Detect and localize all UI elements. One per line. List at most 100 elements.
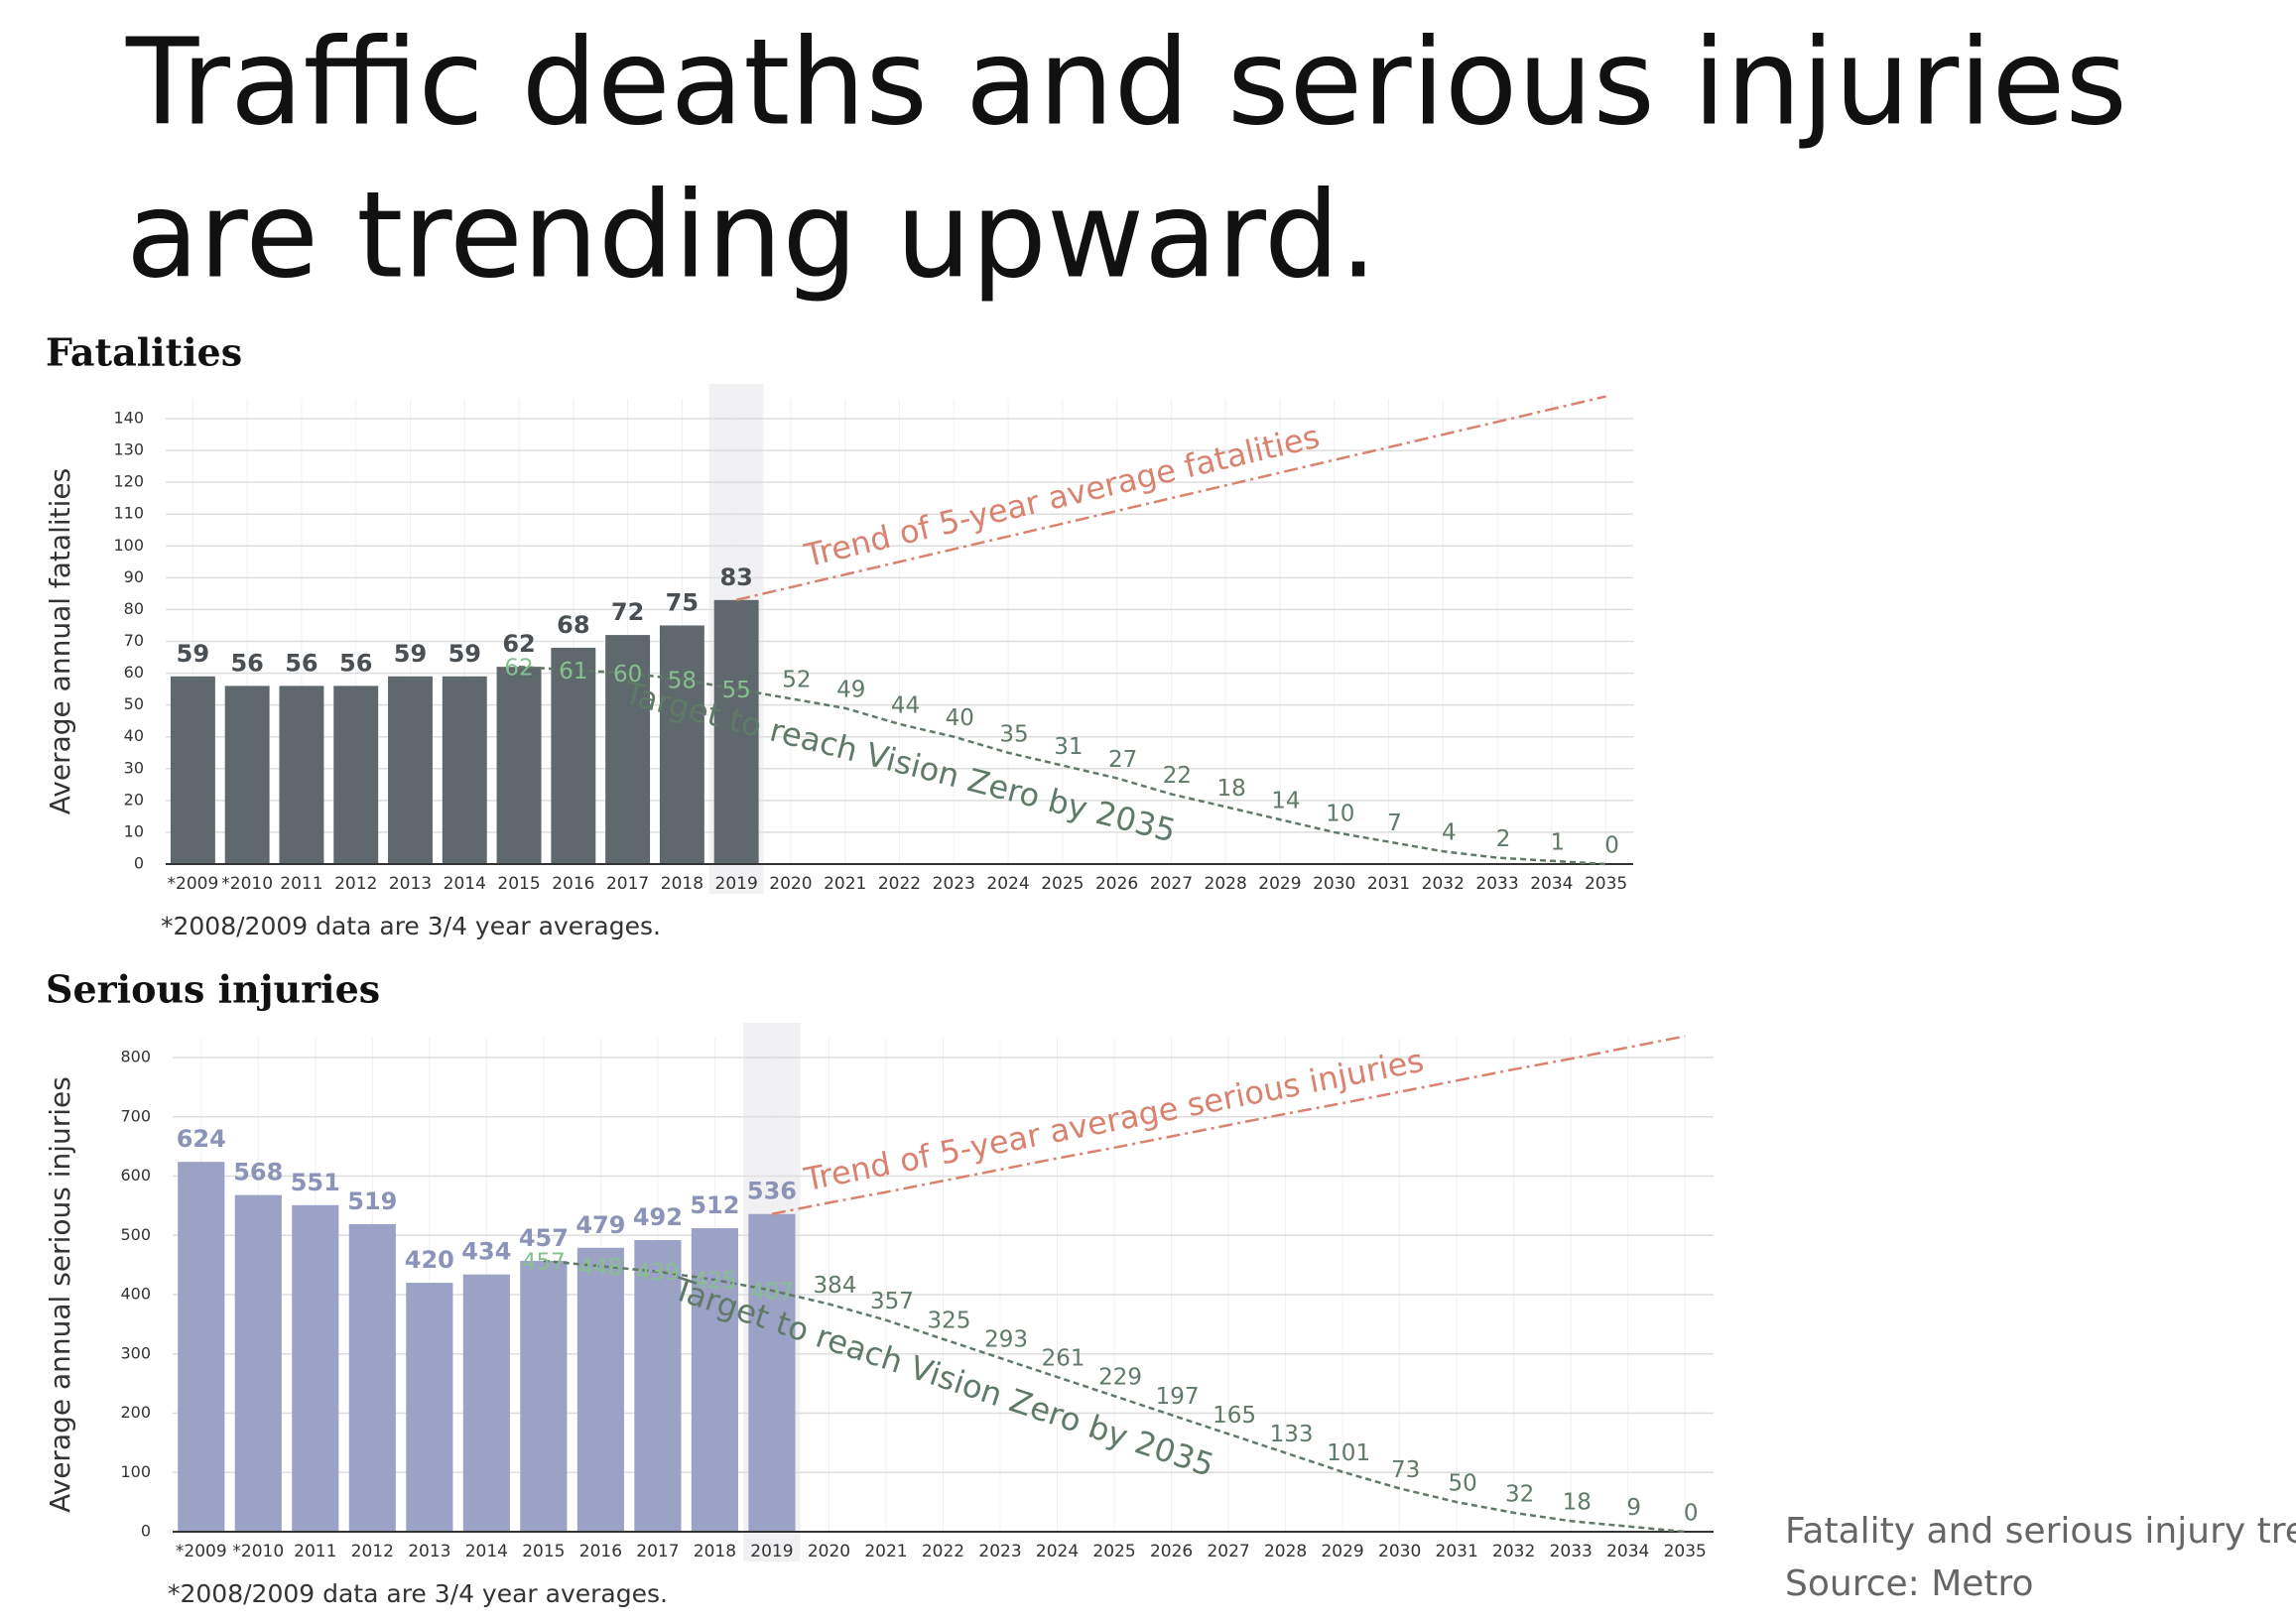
target-value-label: 58 <box>668 668 697 693</box>
y-tick-label: 60 <box>124 663 144 682</box>
bar <box>551 647 596 864</box>
chart-title: Fatalities <box>46 330 242 375</box>
x-tick-label: 2015 <box>522 1542 565 1561</box>
bar <box>496 667 542 864</box>
x-tick-label: 2032 <box>1492 1542 1535 1561</box>
bar-value-label: 75 <box>666 588 699 616</box>
x-tick-label: 2016 <box>579 1542 622 1561</box>
x-tick-label: 2030 <box>1378 1542 1421 1561</box>
bar <box>576 1247 624 1532</box>
target-value-label: 49 <box>836 677 865 702</box>
x-tick-label: *2009 <box>176 1542 227 1561</box>
bar-value-label: 62 <box>502 630 535 658</box>
x-tick-label: *2010 <box>232 1542 284 1561</box>
bar-value-label: 551 <box>291 1169 340 1196</box>
target-value-label: 1 <box>1551 829 1566 855</box>
bar-value-label: 519 <box>347 1187 397 1215</box>
bar <box>659 625 704 864</box>
target-value-label: 197 <box>1156 1384 1200 1410</box>
x-tick-label: *2010 <box>221 874 273 894</box>
bar-value-label: 72 <box>611 598 644 626</box>
y-tick-label: 800 <box>120 1048 151 1066</box>
target-value-label: 229 <box>1098 1365 1142 1391</box>
x-tick-label: 2022 <box>878 874 921 894</box>
bar-value-label: 56 <box>339 649 372 677</box>
y-tick-label: 500 <box>120 1225 151 1244</box>
target-value-label: 18 <box>1217 776 1246 802</box>
target-value-label: 384 <box>814 1273 857 1299</box>
bar-value-label: 420 <box>405 1246 454 1274</box>
target-value-label: 293 <box>984 1326 1028 1352</box>
chart-title: Serious injuries <box>46 967 380 1012</box>
y-tick-label: 110 <box>113 504 144 523</box>
bar-value-label: 492 <box>633 1203 683 1231</box>
x-tick-label: 2013 <box>408 1542 450 1561</box>
y-tick-label: 140 <box>113 409 144 428</box>
target-value-label: 165 <box>1212 1403 1256 1429</box>
target-value-label: 18 <box>1563 1490 1592 1516</box>
y-tick-label: 80 <box>124 599 144 618</box>
series-line <box>543 1259 1686 1534</box>
x-tick-label: 2025 <box>1092 1542 1135 1561</box>
target-value-label: 50 <box>1449 1471 1477 1497</box>
x-tick-label: 2028 <box>1264 1542 1307 1561</box>
bar-value-label: 457 <box>519 1224 569 1252</box>
target-value-label: 73 <box>1391 1457 1420 1483</box>
target-value-label: 425 <box>693 1269 736 1295</box>
bar-value-label: 59 <box>448 640 481 668</box>
x-tick-label: 2021 <box>824 874 866 894</box>
bar-value-label: 56 <box>285 649 318 677</box>
caption: Fatality and serious injury tre <box>1785 1511 2296 1552</box>
target-value-label: 10 <box>1326 801 1354 826</box>
x-tick-label: 2012 <box>334 874 377 894</box>
x-tick-label: 2027 <box>1150 874 1193 894</box>
x-tick-label: 2026 <box>1095 874 1138 894</box>
y-tick-label: 130 <box>113 440 144 459</box>
x-tick-label: 2034 <box>1606 1542 1649 1561</box>
target-value-label: 325 <box>928 1308 971 1333</box>
slide-title: Traffic deaths and serious injuries are … <box>125 15 2127 306</box>
title-line: are trending upward. <box>126 168 1377 306</box>
bar-value-label: 624 <box>177 1125 226 1153</box>
footnote: *2008/2009 data are 3/4 year averages. <box>168 1579 668 1608</box>
bar <box>520 1260 568 1532</box>
y-tick-label: 20 <box>124 790 144 809</box>
target-value-label: 261 <box>1042 1346 1085 1372</box>
y-tick-label: 700 <box>120 1106 151 1125</box>
footnote: *2008/2009 data are 3/4 year averages. <box>161 912 661 940</box>
x-tick-label: 2022 <box>922 1542 964 1561</box>
target-value-label: 14 <box>1271 789 1300 814</box>
series-line <box>518 665 1606 866</box>
x-tick-label: 2026 <box>1150 1542 1193 1561</box>
x-tick-label: 2021 <box>864 1542 907 1561</box>
x-tick-label: 2016 <box>552 874 594 894</box>
x-tick-label: 2031 <box>1367 874 1410 894</box>
bar-value-label: 479 <box>575 1211 625 1239</box>
y-tick-label: 100 <box>113 536 144 555</box>
target-value-label: 55 <box>722 678 751 703</box>
x-tick-label: 2019 <box>715 874 758 894</box>
bar <box>442 676 487 864</box>
series-line <box>735 395 1606 602</box>
y-tick-label: 120 <box>113 472 144 491</box>
x-tick-label: 2028 <box>1205 874 1247 894</box>
bar <box>388 676 433 864</box>
bar-value-label: 68 <box>557 611 589 639</box>
bar <box>713 599 759 864</box>
x-tick-label: 2023 <box>933 874 975 894</box>
y-tick-label: 10 <box>124 821 144 840</box>
x-tick-label: 2011 <box>294 1542 336 1561</box>
bar-value-label: 434 <box>461 1238 511 1266</box>
bar <box>462 1274 510 1532</box>
bar-value-label: 83 <box>719 563 752 591</box>
target-value-label: 4 <box>1442 820 1457 846</box>
bar <box>170 676 215 864</box>
target-value-label: 27 <box>1108 747 1137 773</box>
target-value-label: 40 <box>946 705 974 731</box>
y-tick-label: 100 <box>120 1462 151 1481</box>
target-value-label: 357 <box>870 1289 914 1314</box>
y-axis-label: Average annual fatalities <box>44 468 76 814</box>
y-tick-label: 600 <box>120 1166 151 1185</box>
y-tick-label: 90 <box>124 567 144 586</box>
